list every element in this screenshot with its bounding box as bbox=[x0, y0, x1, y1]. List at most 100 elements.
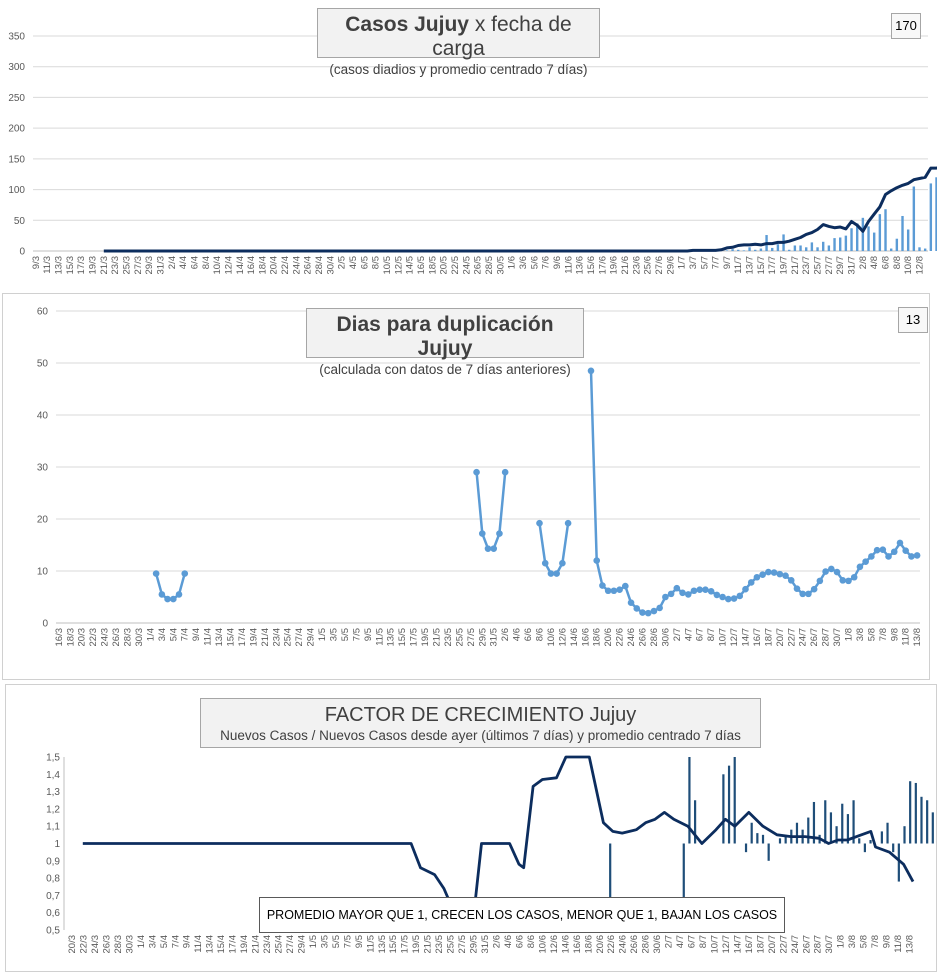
y-tick-label: 50 bbox=[14, 216, 26, 227]
data-point bbox=[908, 553, 915, 560]
x-tick-label: 2/7 bbox=[664, 935, 675, 948]
x-tick-label: 15/5 bbox=[388, 935, 399, 954]
x-tick-label: 29/7 bbox=[835, 256, 846, 275]
x-tick-label: 2/7 bbox=[672, 628, 683, 641]
x-tick-label: 31/7 bbox=[847, 256, 858, 275]
y-tick-label: 250 bbox=[8, 93, 25, 104]
x-tick-label: 12/7 bbox=[729, 628, 740, 647]
growth-factor-chart: 0,50,60,70,80,911,11,21,31,41,520/3 22/3 2… bbox=[46, 753, 934, 954]
bar bbox=[759, 248, 763, 251]
y-tick-label: 200 bbox=[8, 124, 25, 135]
x-tick-label: 7/5 bbox=[342, 935, 353, 948]
x-tick-label: 27/3 bbox=[133, 256, 144, 275]
bar bbox=[878, 214, 882, 251]
data-point bbox=[885, 553, 892, 560]
x-tick-label: 27/5 bbox=[466, 628, 477, 647]
x-tick-label: 23/4 bbox=[271, 628, 282, 647]
data-point bbox=[736, 592, 744, 600]
data-point bbox=[644, 609, 652, 617]
bar bbox=[889, 248, 893, 251]
data-point bbox=[616, 586, 623, 594]
bar bbox=[872, 232, 876, 251]
x-tick-label: 11/3 bbox=[42, 256, 53, 274]
data-point bbox=[787, 577, 795, 584]
x-tick-label: 18/7 bbox=[755, 935, 766, 954]
chart-subtitle: (calculada con datos de 7 días anteriore… bbox=[319, 362, 571, 377]
bar bbox=[824, 800, 827, 844]
x-tick-label: 13/6 bbox=[575, 256, 586, 275]
x-tick-label: 1/4 bbox=[136, 935, 147, 948]
x-tick-label: 29/5 bbox=[477, 628, 488, 647]
bar bbox=[754, 249, 757, 251]
x-tick-label: 16/6 bbox=[580, 628, 591, 647]
x-tick-label: 16/7 bbox=[744, 935, 755, 954]
x-tick-label: 25/4 bbox=[283, 628, 294, 647]
doubling-line bbox=[475, 472, 507, 550]
x-tick-label: 9/3 bbox=[31, 256, 42, 269]
data-point bbox=[805, 590, 812, 598]
x-tick-label: 1/7 bbox=[677, 256, 688, 269]
x-tick-label: 4/7 bbox=[683, 628, 694, 641]
x-tick-label: 6/8 bbox=[881, 256, 892, 269]
chart-title-main: FACTOR DE CRECIMIENTO bbox=[324, 704, 585, 726]
y-tick-label: 0,5 bbox=[46, 926, 60, 937]
x-tick-label: 26/3 bbox=[101, 935, 112, 954]
cases-badge: 170 bbox=[891, 13, 921, 39]
y-tick-label: 0,7 bbox=[46, 891, 60, 902]
y-tick-label: 30 bbox=[37, 463, 49, 474]
data-point bbox=[868, 553, 875, 560]
x-tick-label: 23/6 bbox=[631, 256, 642, 275]
x-tick-label: 30/3 bbox=[124, 935, 135, 954]
data-point bbox=[902, 547, 909, 555]
data-point bbox=[684, 591, 692, 598]
growth-factor-title-box: FACTOR DE CRECIMIENTO Jujuy Nuevos Casos… bbox=[200, 698, 761, 748]
y-tick-label: 100 bbox=[8, 185, 25, 196]
data-point bbox=[158, 591, 166, 598]
x-tick-label: 21/5 bbox=[432, 628, 443, 647]
data-point bbox=[765, 568, 772, 576]
avg-line bbox=[103, 166, 937, 253]
y-tick-label: 60 bbox=[37, 307, 49, 318]
bar bbox=[855, 223, 859, 251]
cases-chart-panel: 0 50 100 150 200 250 300 350 9/3 11/3 13/3 15/3 17/3… bbox=[0, 0, 937, 287]
x-tick-label: 26/7 bbox=[809, 628, 820, 647]
x-tick-label: 31/5 bbox=[480, 935, 491, 954]
bar bbox=[761, 834, 765, 844]
data-point bbox=[164, 595, 171, 603]
x-tick-label: 11/8 bbox=[901, 628, 912, 646]
bar bbox=[810, 242, 814, 251]
chart-title-rest: Jujuy bbox=[589, 704, 637, 726]
x-tick-label: 16/6 bbox=[572, 935, 583, 954]
bar bbox=[892, 843, 895, 853]
x-tick-label: 4/5 bbox=[348, 256, 359, 269]
x-tick-label: 3/6 bbox=[518, 256, 529, 269]
x-tick-label: 9/4 bbox=[182, 935, 193, 948]
chart-subtitle: (casos diadios y promedio centrado 7 día… bbox=[329, 62, 588, 77]
bar bbox=[869, 840, 872, 844]
x-tick-label: 31/5 bbox=[489, 628, 500, 647]
x-tick-label: 5/5 bbox=[331, 935, 342, 948]
data-point bbox=[627, 599, 635, 607]
x-tick-label: 2/6 bbox=[500, 628, 511, 641]
x-tick-label: 10/8 bbox=[903, 256, 914, 275]
data-point bbox=[879, 546, 887, 553]
x-tick-label: 11/8 bbox=[893, 935, 904, 953]
y-tick-label: 350 bbox=[8, 32, 25, 43]
bar bbox=[897, 843, 900, 882]
bar bbox=[693, 800, 697, 844]
x-tick-label: 12/7 bbox=[721, 935, 732, 954]
bar bbox=[926, 800, 929, 844]
x-tick-label: 9/4 bbox=[191, 628, 202, 641]
growth-factor-chart-panel: 0,5 0,6 0,7 0,8 0,9 1 1,1 1,2 1,3 1,4 1,5 20/3 22/3 2… bbox=[5, 684, 937, 972]
y-tick-label: 0 bbox=[19, 247, 25, 258]
x-tick-label: 11/5 bbox=[374, 628, 385, 646]
bar bbox=[833, 238, 836, 251]
data-point bbox=[850, 573, 858, 581]
y-tick-label: 300 bbox=[8, 62, 25, 73]
y-tick-label: 0,8 bbox=[46, 874, 60, 885]
data-point bbox=[776, 570, 784, 578]
x-tick-label: 29/6 bbox=[665, 256, 676, 275]
x-tick-label: 1/4 bbox=[145, 628, 156, 641]
x-tick-label: 30/6 bbox=[652, 935, 663, 954]
data-point bbox=[501, 468, 509, 476]
